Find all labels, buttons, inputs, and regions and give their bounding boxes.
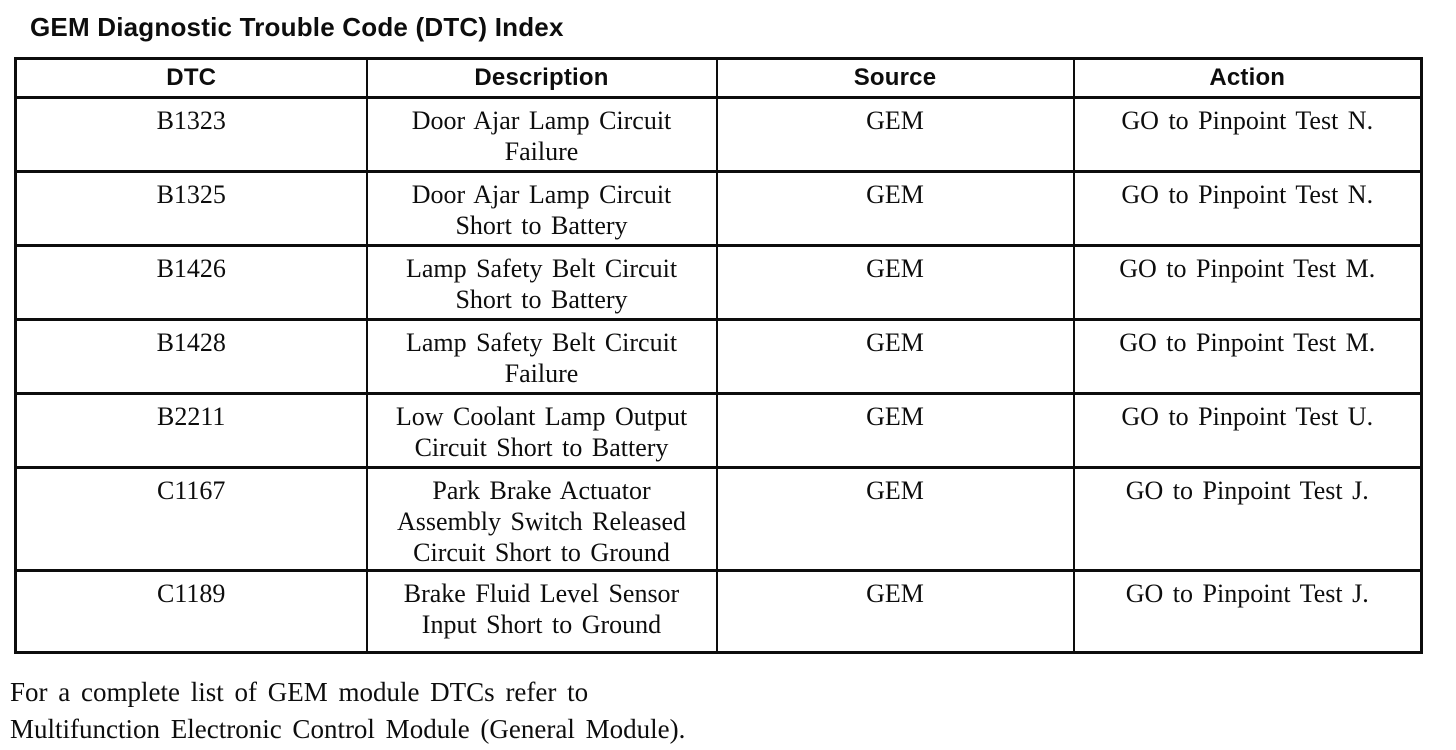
description-cell: Door Ajar Lamp Circuit Failure	[365, 96, 718, 173]
footer-note-line: Multifunction Electronic Control Module …	[10, 714, 686, 744]
source-cell: GEM	[715, 96, 1075, 173]
column-header-dtc: DTC	[14, 57, 368, 99]
column-header-description: Description	[365, 57, 718, 99]
description-cell: Door Ajar Lamp Circuit Short to Battery	[365, 170, 718, 247]
source-cell: GEM	[715, 392, 1075, 469]
source-cell: GEM	[715, 170, 1075, 247]
dtc-code-cell: C1189	[14, 569, 368, 654]
dtc-index-table: DTC Description Source Action B1323 Door…	[14, 57, 1423, 654]
table-row: B1323 Door Ajar Lamp Circuit Failure GEM…	[14, 96, 1423, 173]
description-cell: Low Coolant Lamp Output Circuit Short to…	[365, 392, 718, 469]
dtc-code-cell: B1325	[14, 170, 368, 247]
action-cell: GO to Pinpoint Test M.	[1072, 244, 1423, 321]
action-cell: GO to Pinpoint Test U.	[1072, 392, 1423, 469]
table-row: C1189 Brake Fluid Level Sensor Input Sho…	[14, 569, 1423, 654]
action-cell: GO to Pinpoint Test J.	[1072, 569, 1423, 654]
action-cell: GO to Pinpoint Test J.	[1072, 466, 1423, 572]
table-row: B1426 Lamp Safety Belt Circuit Short to …	[14, 244, 1423, 321]
dtc-code-cell: B2211	[14, 392, 368, 469]
description-cell: Lamp Safety Belt Circuit Failure	[365, 318, 718, 395]
source-cell: GEM	[715, 244, 1075, 321]
description-cell: Brake Fluid Level Sensor Input Short to …	[365, 569, 718, 654]
action-cell: GO to Pinpoint Test N.	[1072, 170, 1423, 247]
footer-note: For a complete list of GEM module DTCs r…	[10, 674, 685, 748]
source-cell: GEM	[715, 318, 1075, 395]
footer-note-line: For a complete list of GEM module DTCs r…	[10, 677, 589, 707]
table-row: C1167 Park Brake Actuator Assembly Switc…	[14, 466, 1423, 572]
page-title: GEM Diagnostic Trouble Code (DTC) Index	[30, 12, 564, 42]
source-cell: GEM	[715, 569, 1075, 654]
dtc-code-cell: B1323	[14, 96, 368, 173]
description-cell: Lamp Safety Belt Circuit Short to Batter…	[365, 244, 718, 321]
dtc-code-cell: B1426	[14, 244, 368, 321]
action-cell: GO to Pinpoint Test M.	[1072, 318, 1423, 395]
table-header-row: DTC Description Source Action	[14, 57, 1423, 99]
table-row: B2211 Low Coolant Lamp Output Circuit Sh…	[14, 392, 1423, 469]
description-cell: Park Brake Actuator Assembly Switch Rele…	[365, 466, 718, 572]
column-header-action: Action	[1072, 57, 1423, 99]
source-cell: GEM	[715, 466, 1075, 572]
table-row: B1428 Lamp Safety Belt Circuit Failure G…	[14, 318, 1423, 395]
dtc-code-cell: B1428	[14, 318, 368, 395]
table-row: B1325 Door Ajar Lamp Circuit Short to Ba…	[14, 170, 1423, 247]
action-cell: GO to Pinpoint Test N.	[1072, 96, 1423, 173]
column-header-source: Source	[715, 57, 1075, 99]
dtc-code-cell: C1167	[14, 466, 368, 572]
